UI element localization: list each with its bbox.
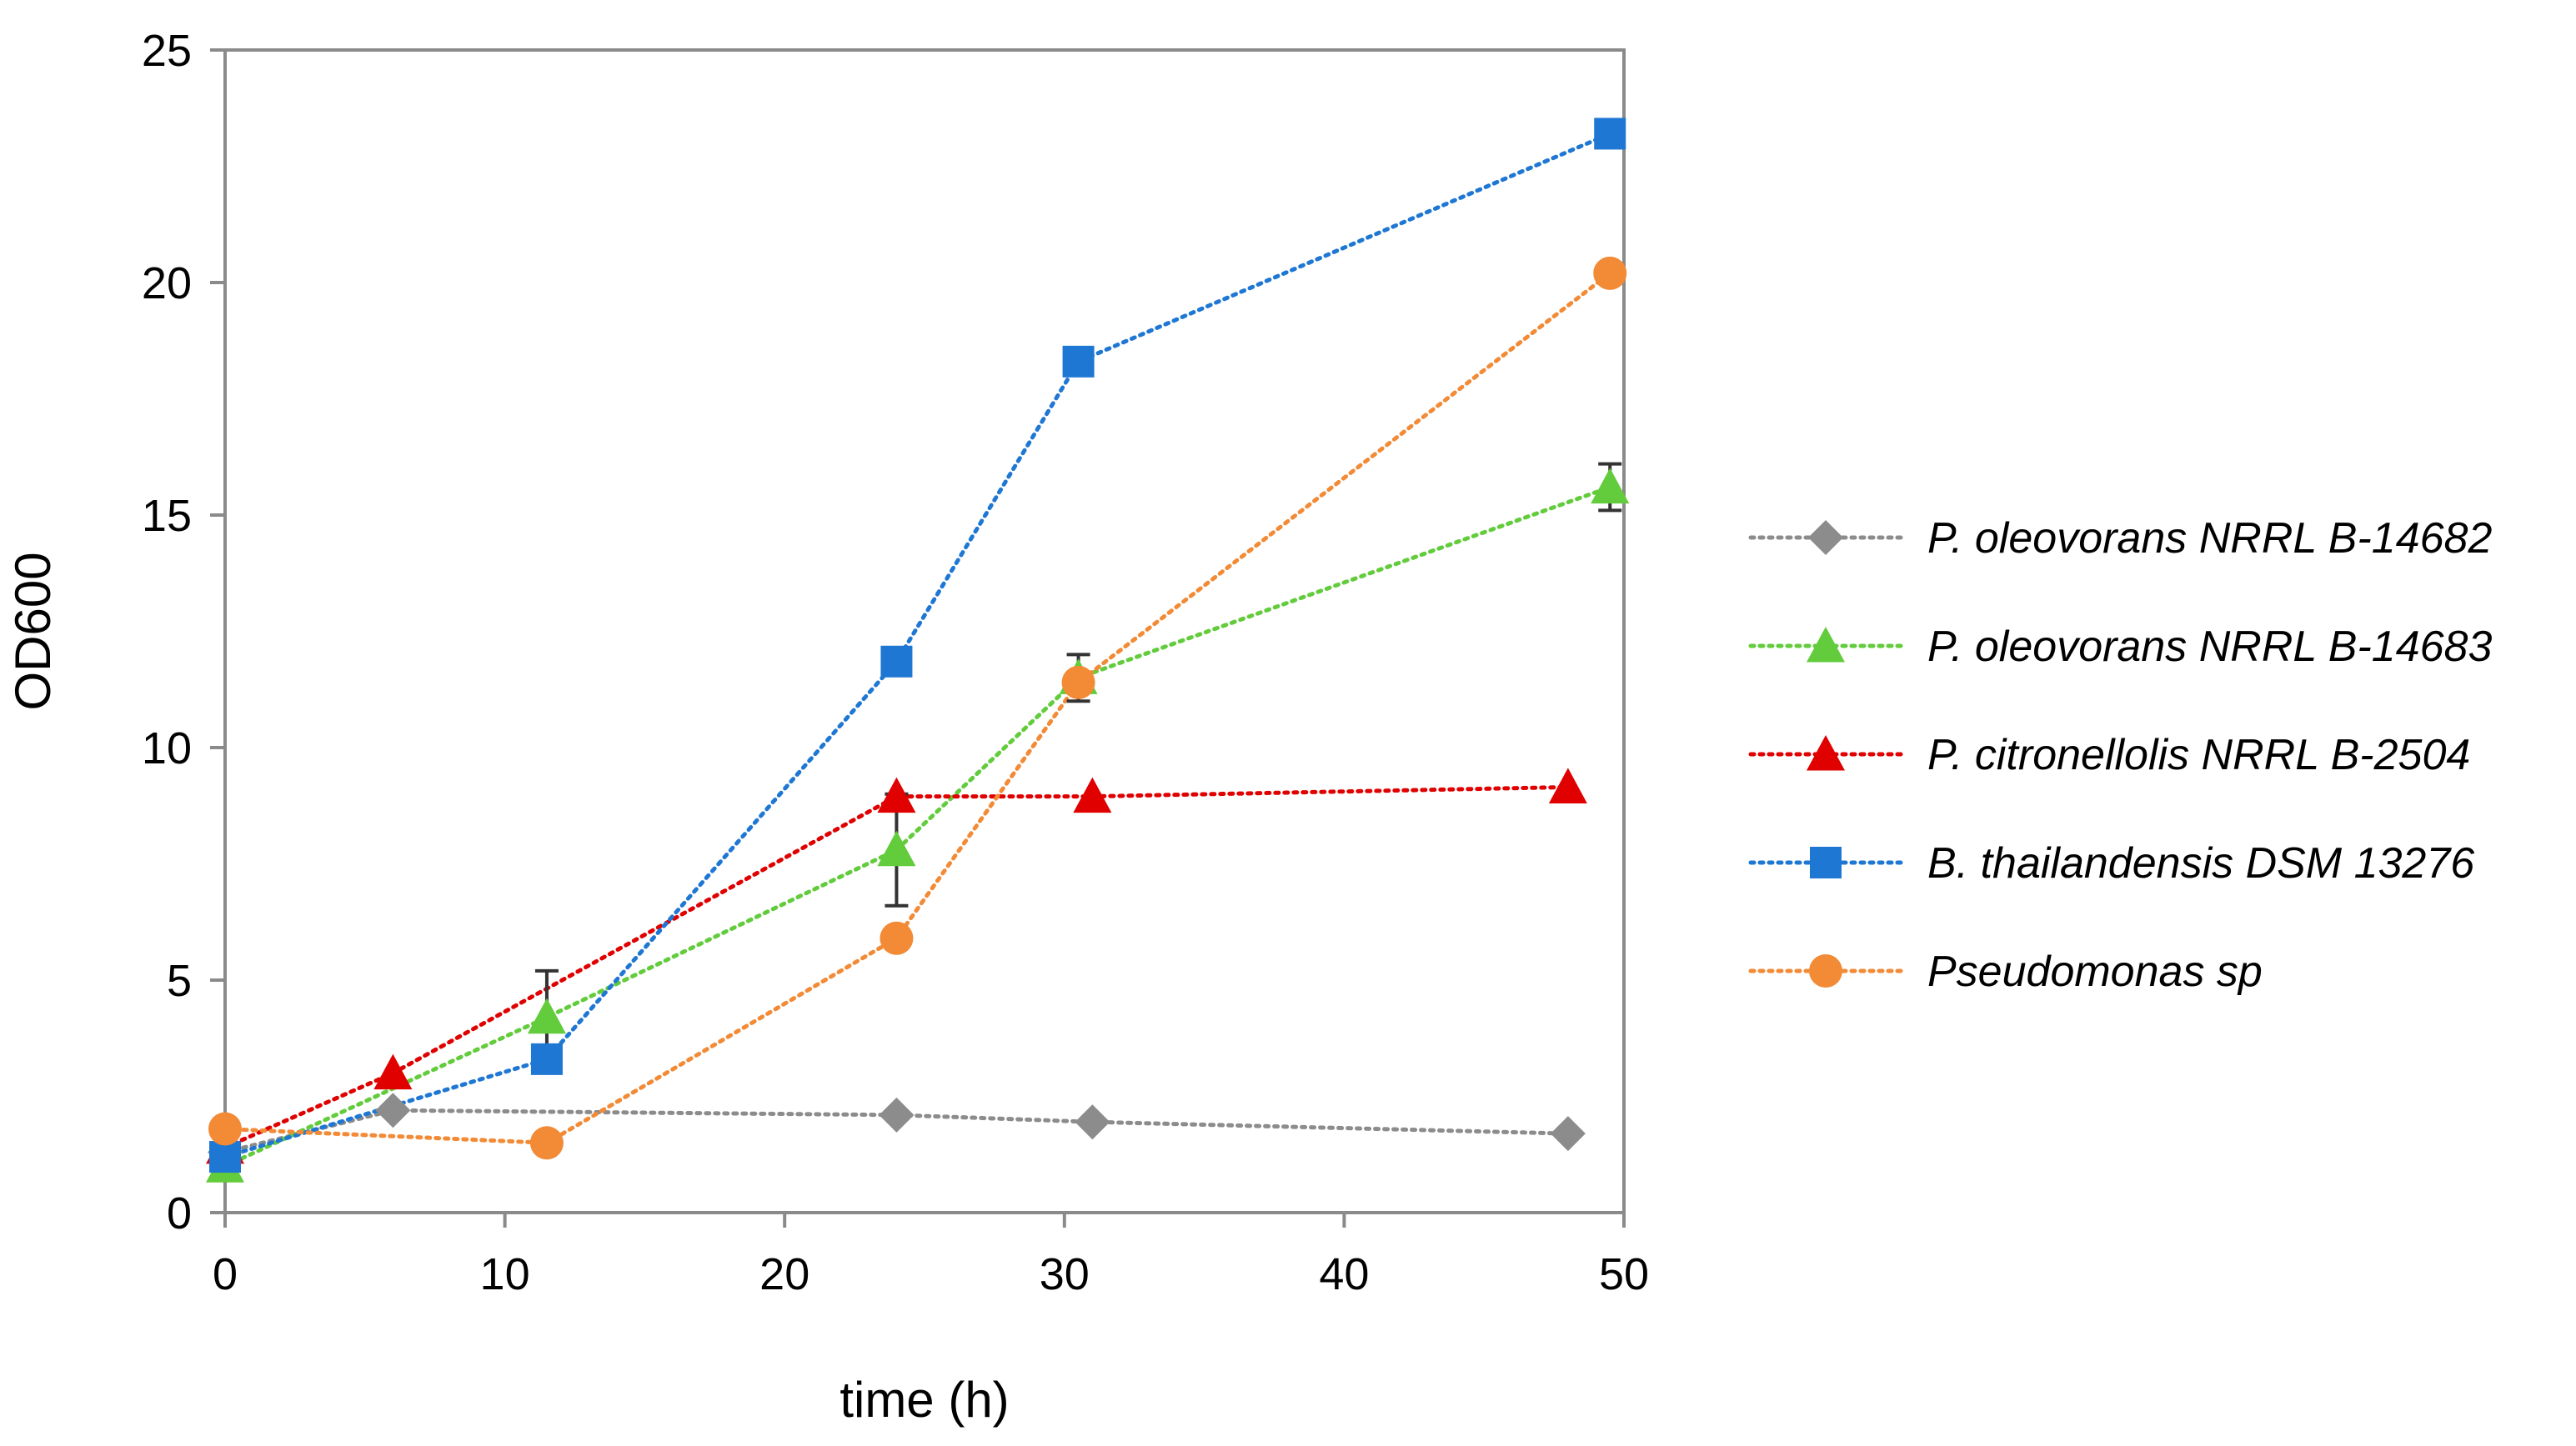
- legend-marker: [1810, 847, 1842, 878]
- y-tick-label: 10: [142, 723, 192, 773]
- x-tick-label: 40: [1319, 1249, 1369, 1299]
- x-tick-label: 0: [213, 1249, 238, 1299]
- legend-marker: [1809, 954, 1842, 988]
- data-point: [879, 1097, 915, 1133]
- axis-ticks: 0 5 10 15 20 25 0 10 20 30 40 50: [142, 26, 1649, 1299]
- legend: P. oleovorans NRRL B-14682 P. oleovorans …: [1748, 514, 2492, 996]
- legend-item: P. oleovorans NRRL B-14682: [1748, 514, 2492, 563]
- series-group: [223, 784, 1571, 1150]
- data-point: [1593, 256, 1627, 290]
- data-point: [208, 1112, 242, 1146]
- legend-marker: [1807, 627, 1845, 663]
- data-point: [1591, 468, 1630, 504]
- legend-label: P. oleovorans NRRL B-14683: [1927, 623, 2492, 671]
- y-tick-label: 25: [142, 26, 192, 76]
- data-point: [375, 1093, 411, 1128]
- legend-item: P. oleovorans NRRL B-14683: [1748, 623, 2492, 671]
- series-markers: [209, 118, 1626, 1173]
- data-point: [373, 1053, 413, 1090]
- data-point: [1061, 665, 1095, 699]
- legend-marker: [1808, 520, 1843, 555]
- plot-area-border: [223, 48, 1626, 1214]
- x-tick-label: 10: [480, 1249, 530, 1299]
- x-tick-label: 30: [1040, 1249, 1090, 1299]
- legend-item: B. thailandensis DSM 13276: [1748, 839, 2474, 888]
- plot-frame: [223, 48, 1626, 1214]
- legend-label: P. citronellolis NRRL B-2504: [1927, 731, 2470, 779]
- data-point: [880, 645, 913, 678]
- y-axis-title: OD600: [5, 552, 61, 710]
- y-tick-label: 20: [142, 258, 192, 308]
- legend-marker: [1807, 735, 1845, 771]
- legend-label: P. oleovorans NRRL B-14682: [1927, 514, 2492, 563]
- data-point: [877, 830, 916, 867]
- data-point: [1550, 1116, 1586, 1152]
- data-point: [1073, 777, 1112, 813]
- data-point: [209, 1141, 241, 1173]
- legend-label: Pseudomonas sp: [1927, 948, 2263, 996]
- data-point: [527, 998, 566, 1034]
- y-tick-label: 0: [167, 1188, 192, 1238]
- x-tick-label: 50: [1599, 1249, 1649, 1299]
- data-point: [877, 777, 916, 813]
- legend-item: P. citronellolis NRRL B-2504: [1748, 731, 2470, 779]
- x-axis-title: time (h): [839, 1372, 1009, 1428]
- legend-label: B. thailandensis DSM 13276: [1927, 839, 2474, 888]
- data-series: [206, 118, 1630, 1183]
- data-point: [529, 1126, 564, 1160]
- series-markers: [208, 256, 1627, 1160]
- x-tick-label: 20: [759, 1249, 809, 1299]
- series-line: [223, 784, 1571, 1150]
- y-tick-label: 15: [142, 491, 192, 541]
- legend-item: Pseudomonas sp: [1748, 948, 2263, 996]
- data-point: [1594, 118, 1626, 150]
- y-tick-label: 5: [167, 956, 192, 1006]
- data-point: [1075, 1104, 1110, 1140]
- data-point: [1548, 768, 1587, 803]
- data-point: [1062, 345, 1095, 378]
- data-point: [880, 921, 914, 955]
- data-point: [530, 1043, 563, 1075]
